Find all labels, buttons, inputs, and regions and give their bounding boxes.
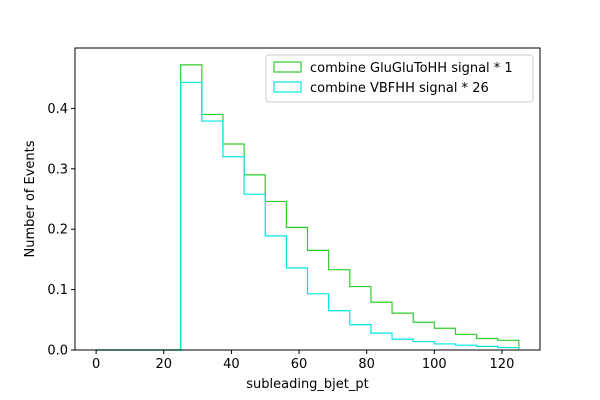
y-tick-label: 0.4: [47, 102, 68, 117]
axes-layer: 0 20 40 60 80 100 120 0.0 0.1 0.2 0.3 0.4: [47, 47, 541, 372]
y-axis-label: Number of Events: [23, 140, 38, 257]
plot-frame: [74, 47, 541, 351]
x-tick-label: 100: [422, 357, 447, 372]
y-tick-label: 0.2: [47, 223, 68, 238]
legend: combine GluGluToHH signal * 1 combine VBF…: [265, 54, 534, 103]
x-tick-label: 120: [490, 357, 515, 372]
series-layer: [96, 64, 520, 351]
x-tick-label: 20: [155, 357, 172, 372]
x-axis-label: subleading_bjet_pt: [246, 377, 369, 392]
x-tick-label: 0: [92, 357, 100, 372]
legend-swatch-1: [273, 61, 302, 73]
series-1-step-line: [96, 64, 520, 351]
legend-label-1: combine GluGluToHH signal * 1: [310, 61, 513, 76]
series-2-step-line: [96, 81, 520, 351]
legend-swatch-2: [273, 81, 302, 93]
y-tick-label: 0.1: [47, 283, 68, 298]
legend-box: [265, 54, 534, 103]
x-tick-label: 80: [358, 357, 375, 372]
y-tick-label: 0.3: [47, 162, 68, 177]
y-tick-label: 0.0: [47, 344, 68, 359]
legend-label-2: combine VBFHH signal * 26: [310, 81, 489, 96]
x-tick-label: 60: [291, 357, 308, 372]
x-tick-label: 40: [223, 357, 240, 372]
